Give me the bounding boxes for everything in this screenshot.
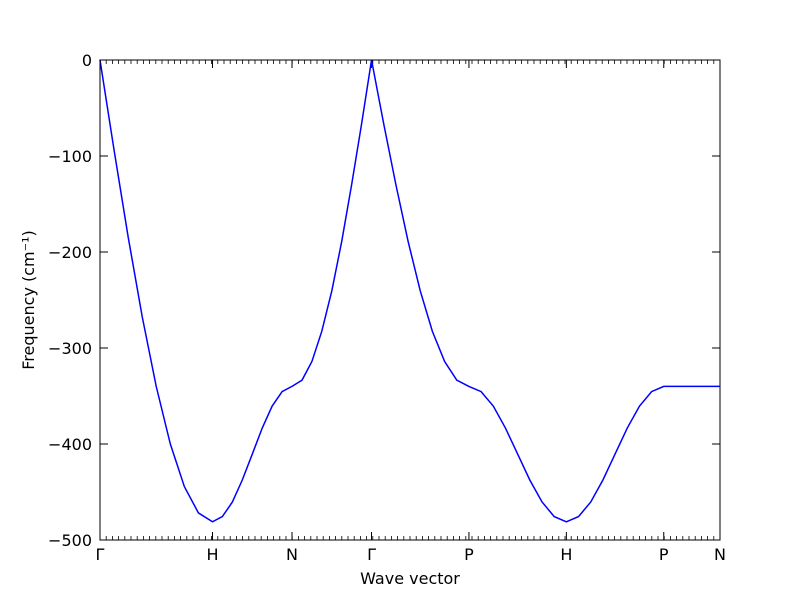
x-tick-label: Γ (367, 545, 376, 564)
y-tick-label: −200 (48, 243, 92, 262)
x-tick-label: H (206, 545, 218, 564)
y-tick-label: −300 (48, 339, 92, 358)
plot-frame (99, 59, 721, 541)
x-tick-label: P (464, 545, 474, 564)
y-tick-label: −500 (48, 531, 92, 550)
x-tick-label: N (714, 545, 726, 564)
y-tick-label: −400 (48, 435, 92, 454)
x-tick-label: H (560, 545, 572, 564)
x-tick-label: N (286, 545, 298, 564)
y-tick-label: 0 (82, 51, 92, 70)
y-axis-label: Frequency (cm⁻¹) (19, 230, 38, 369)
y-tick-label: −100 (48, 147, 92, 166)
x-tick-label: P (659, 545, 669, 564)
x-axis-label: Wave vector (360, 569, 460, 588)
x-tick-label: Γ (96, 545, 105, 564)
data-line (99, 59, 720, 523)
